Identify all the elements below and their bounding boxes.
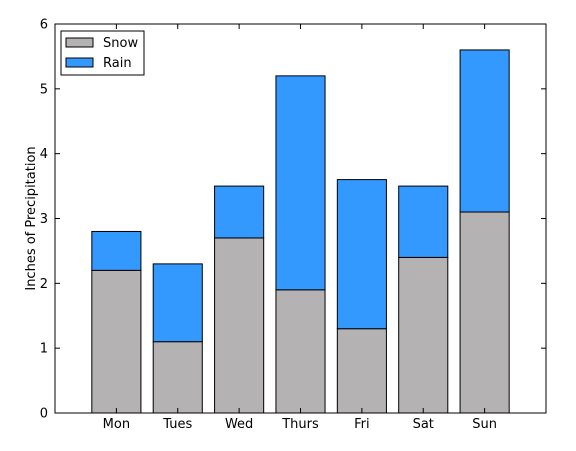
- y-tick-label: 0: [40, 407, 48, 422]
- y-tick-label: 3: [40, 212, 48, 227]
- y-tick-label: 1: [40, 342, 48, 357]
- bar-snow-sat: [398, 256, 449, 414]
- x-tick-label: Sat: [413, 417, 434, 432]
- bar-rain-thurs: [275, 75, 326, 291]
- x-tick-label: Fri: [354, 417, 370, 432]
- bar-rain-sat: [398, 185, 449, 258]
- bar-rain-mon: [91, 230, 142, 271]
- x-tick-label: Wed: [225, 417, 253, 432]
- bar-rain-sun: [459, 49, 510, 213]
- y-axis-label: Inches of Precipitation: [24, 146, 39, 290]
- x-tick-label: Tues: [162, 417, 192, 432]
- bar-rain-wed: [214, 185, 265, 239]
- bars-layer: [91, 49, 510, 414]
- y-tick-label: 6: [40, 18, 48, 33]
- bar-snow-mon: [91, 269, 142, 414]
- y-tick-label: 2: [40, 277, 48, 292]
- bar-snow-wed: [214, 237, 265, 414]
- bar-snow-sun: [459, 211, 510, 414]
- bar-snow-thurs: [275, 289, 326, 414]
- bar-rain-fri: [336, 179, 387, 330]
- legend: Snow Rain: [60, 30, 145, 76]
- legend-label-rain: Rain: [103, 56, 132, 71]
- bar-snow-tues: [152, 341, 203, 414]
- x-tick-label: Thurs: [281, 417, 319, 432]
- plot-frame: [54, 23, 547, 414]
- x-tick-label: Mon: [103, 417, 130, 432]
- y-tick-label: 4: [40, 147, 48, 162]
- legend-label-snow: Snow: [103, 36, 138, 51]
- y-tick-label: 5: [40, 82, 48, 97]
- x-tick-label: Sun: [472, 417, 497, 432]
- ticks-layer: 0 1 2 3 4 5 6 Mon Tues Wed Thurs Fri Sat Sun: [40, 18, 546, 432]
- legend-swatch-rain: [65, 57, 94, 68]
- bar-snow-fri: [336, 328, 387, 414]
- legend-swatch-snow: [65, 37, 94, 48]
- bar-rain-tues: [152, 263, 203, 343]
